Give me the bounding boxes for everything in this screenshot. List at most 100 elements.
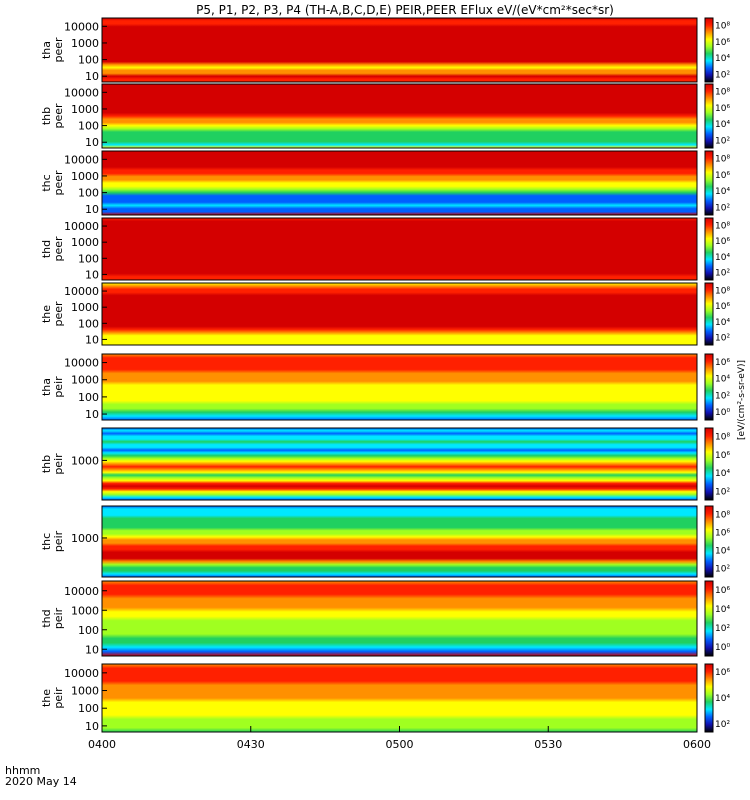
spectrogram-image xyxy=(102,581,697,656)
panel-frame xyxy=(101,150,698,216)
panel-probe-label: thc xyxy=(40,533,53,550)
ytick-label: 10000 xyxy=(64,585,99,598)
panel-frame xyxy=(101,83,698,149)
ytick-label: 100 xyxy=(78,187,99,200)
panel-probe-label: the xyxy=(40,305,53,323)
panel-instrument-label: peer xyxy=(52,37,65,63)
panel-thd-peir: 10000 1000 100 10 thd peir 10⁶ 10⁴ 10² 10⁰ xyxy=(40,580,730,657)
ytick-label: 10 xyxy=(85,333,99,346)
panel-frame xyxy=(101,282,698,346)
colorbar-tick-label: 10⁸ xyxy=(715,88,730,98)
colorbar xyxy=(704,150,714,216)
ytick-label: 10000 xyxy=(64,86,99,99)
colorbar-tick-label: 10⁸ xyxy=(715,511,730,521)
ytick-label: 1000 xyxy=(71,37,99,50)
ytick-label: 100 xyxy=(78,391,99,404)
colorbar xyxy=(704,83,714,149)
ytick-label: 1000 xyxy=(71,454,99,467)
ytick-label: 100 xyxy=(78,624,99,637)
ytick-label: 1000 xyxy=(71,103,99,116)
panel-frame xyxy=(101,427,698,501)
ytick-label: 10000 xyxy=(64,667,99,680)
ytick-label: 100 xyxy=(78,120,99,133)
colorbar xyxy=(704,505,714,578)
panel-thb-peir: 1000 thb peir 10⁸ 10⁶ 10⁴ 10² xyxy=(40,427,730,501)
panel-thd-peer: 10000 1000 100 10 thd peer 10⁸ 10⁶ 10⁴ 10² xyxy=(40,217,730,281)
ytick-label: 1000 xyxy=(71,604,99,617)
colorbar-tick-label: 10² xyxy=(715,487,730,497)
ytick-label: 10000 xyxy=(64,153,99,166)
colorbar-tick-label: 10⁸ xyxy=(715,286,730,296)
ytick-label: 100 xyxy=(78,252,99,265)
ytick-label: 1000 xyxy=(71,374,99,387)
colorbar xyxy=(704,17,714,83)
ytick-label: 1000 xyxy=(71,236,99,249)
panel-instrument-label: peer xyxy=(52,236,65,262)
colorbar-tick-label: 10² xyxy=(715,269,730,279)
panel-frame xyxy=(101,217,698,281)
colorbar-tick-label: 10⁴ xyxy=(715,546,730,556)
panel-instrument-label: peir xyxy=(52,607,65,629)
xtick-label: 0430 xyxy=(237,738,265,751)
colorbar-tick-label: 10⁶ xyxy=(715,302,730,312)
panel-instrument-label: peir xyxy=(52,530,65,552)
colorbar-unit-label: [eV/(cm²-s-sr-eV)] xyxy=(737,360,747,440)
panel-thc-peer: 10000 1000 100 10 thc peer 10⁸ 10⁶ 10⁴ 10² xyxy=(40,150,730,216)
panel-probe-label: thd xyxy=(40,240,53,258)
ytick-label: 10 xyxy=(85,720,99,733)
colorbar-tick-label: 10⁶ xyxy=(715,171,730,181)
date-label: 2020 May 14 xyxy=(5,775,77,788)
ytick-label: 10 xyxy=(85,203,99,216)
colorbar-tick-label: 10⁴ xyxy=(715,54,730,64)
panel-the-peer: 10000 1000 100 10 the peer 10⁸ 10⁶ 10⁴ 10² xyxy=(40,282,730,346)
panel-tha-peir: 10000 1000 100 10 tha peir 10⁶ 10⁴ 10² 10⁰ xyxy=(40,353,730,421)
panel-probe-label: tha xyxy=(40,378,53,396)
ytick-label: 10 xyxy=(85,408,99,421)
colorbar-tick-label: 10⁸ xyxy=(715,221,730,231)
panel-instrument-label: peer xyxy=(52,170,65,196)
panel-probe-label: thb xyxy=(40,455,53,473)
panel-frame xyxy=(101,505,698,578)
colorbar-tick-label: 10⁶ xyxy=(715,104,730,114)
colorbar xyxy=(704,427,714,501)
panel-frame xyxy=(101,17,698,83)
spectrogram-image xyxy=(102,218,697,280)
xtick-label: 0500 xyxy=(386,738,414,751)
colorbar-tick-label: 10⁸ xyxy=(715,22,730,32)
ytick-label: 10000 xyxy=(64,20,99,33)
colorbar-tick-label: 10⁸ xyxy=(715,433,730,443)
xtick-label: 0530 xyxy=(534,738,562,751)
spectrogram-image xyxy=(102,18,697,82)
panel-frame xyxy=(101,353,698,421)
panel-probe-label: thd xyxy=(40,609,53,627)
ytick-label: 10 xyxy=(85,136,99,149)
spectrogram-image xyxy=(102,84,697,148)
ytick-label: 1000 xyxy=(71,685,99,698)
colorbar-tick-label: 10⁶ xyxy=(715,529,730,539)
colorbar-tick-label: 10⁶ xyxy=(715,237,730,247)
ytick-label: 10 xyxy=(85,268,99,281)
colorbar-tick-label: 10⁴ xyxy=(715,694,730,704)
ytick-label: 10000 xyxy=(64,220,99,233)
ytick-label: 10000 xyxy=(64,357,99,370)
ytick-label: 1000 xyxy=(71,532,99,545)
spectrogram-image xyxy=(102,664,697,732)
colorbar xyxy=(704,663,714,733)
colorbar xyxy=(704,217,714,281)
panel-instrument-label: peir xyxy=(52,376,65,398)
spectrogram-image xyxy=(102,354,697,420)
panel-instrument-label: peer xyxy=(52,301,65,327)
spectrogram-image xyxy=(102,283,697,345)
panel-probe-label: thb xyxy=(40,107,53,125)
xtick-label: 0400 xyxy=(88,738,116,751)
ytick-label: 100 xyxy=(78,702,99,715)
xtick-label: 0600 xyxy=(683,738,711,751)
panel-thb-peer: 10000 1000 100 10 thb peer 10⁸ 10⁶ 10⁴ 10² xyxy=(40,83,730,149)
colorbar-tick-label: 10² xyxy=(715,203,730,213)
spectrogram-image xyxy=(102,428,697,500)
panel-tha-peer: 10000 1000 100 10 tha peer 10⁸ 10⁶ 10⁴ 10² xyxy=(40,17,730,83)
colorbar-tick-label: 10⁴ xyxy=(715,253,730,263)
panel-probe-label: thc xyxy=(40,174,53,191)
